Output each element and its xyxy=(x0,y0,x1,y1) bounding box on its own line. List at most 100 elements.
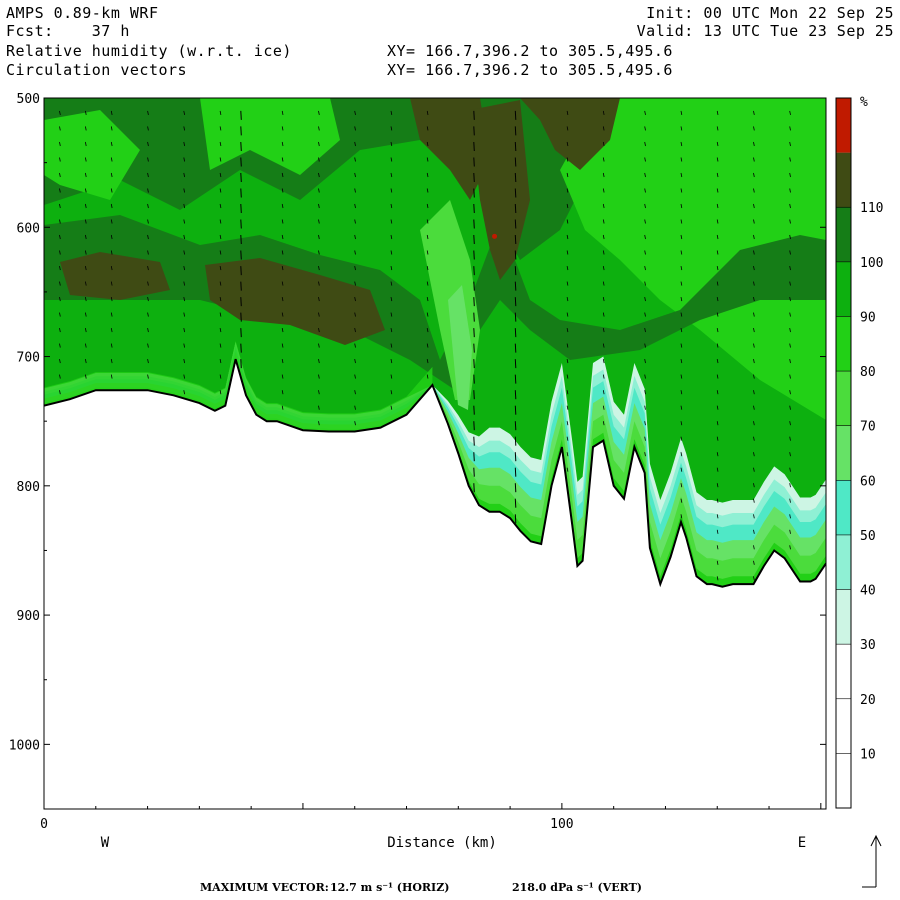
vector-arrow xyxy=(566,281,569,286)
vector-arrow xyxy=(680,452,683,457)
vector-arrow xyxy=(566,359,569,364)
colorbar-segment xyxy=(836,589,851,645)
vector-arrow xyxy=(59,390,61,395)
vector-arrow xyxy=(644,343,646,348)
vector-arrow xyxy=(789,157,791,162)
vector-arrow xyxy=(566,297,569,302)
vector-arrow xyxy=(110,374,113,379)
vector-arrow xyxy=(318,234,320,240)
max-vector-vert: 218.0 dPa s⁻¹ (VERT) xyxy=(512,881,643,894)
vector-arrow xyxy=(240,281,242,291)
vector-arrow xyxy=(110,234,113,240)
vector-arrow xyxy=(240,157,242,167)
vector-arrow xyxy=(716,172,719,178)
colorbar-segment xyxy=(836,425,851,481)
vector-arrow xyxy=(110,343,113,348)
vector-arrow xyxy=(59,234,61,240)
vector-arrow xyxy=(680,312,683,317)
vector-arrow xyxy=(426,359,429,364)
vector-arrow xyxy=(789,281,791,286)
vector-arrow xyxy=(219,219,222,224)
vector-arrow xyxy=(318,188,320,193)
vector-arrow xyxy=(680,436,683,441)
vector-arrow xyxy=(602,421,605,426)
colorbar-label: 20 xyxy=(860,693,876,708)
vector-arrow xyxy=(644,405,646,410)
vector-arrow xyxy=(183,297,185,302)
rh-mid-band-100 xyxy=(44,215,826,390)
model-title: AMPS 0.89-km WRF xyxy=(6,4,159,22)
vector-arrow xyxy=(789,452,791,457)
vector-arrow xyxy=(644,219,646,224)
vector-arrow xyxy=(354,266,356,271)
vector-arrow xyxy=(680,297,683,302)
colorbar-segment xyxy=(836,316,851,372)
vector-arrow xyxy=(716,545,719,550)
vector-arrow xyxy=(59,157,61,162)
vector-arrow xyxy=(240,266,242,276)
vector-arrow xyxy=(473,219,475,229)
field-name-primary: Relative humidity (w.r.t. ice) xyxy=(6,42,292,60)
vector-arrow xyxy=(644,250,646,255)
vector-arrow xyxy=(240,343,242,353)
vector-arrow xyxy=(680,157,683,162)
vector-arrow xyxy=(753,126,755,131)
colorbar-segment xyxy=(836,480,851,535)
vector-arrow xyxy=(281,312,284,317)
vector-arrow xyxy=(680,219,683,224)
vector-arrow xyxy=(716,514,719,519)
field-name-secondary: Circulation vectors xyxy=(6,61,188,79)
vector-arrow xyxy=(644,374,646,379)
vector-arrow xyxy=(680,172,683,178)
vector-arrow xyxy=(281,126,284,131)
vector-arrow xyxy=(716,281,719,286)
vector-arrow xyxy=(318,390,320,395)
vector-arrow xyxy=(85,343,87,348)
colorbar-segment xyxy=(836,152,851,208)
vector-arrow xyxy=(219,359,222,364)
vector-arrow xyxy=(473,421,475,431)
vector-arrow xyxy=(59,312,61,317)
vector-arrow xyxy=(680,514,683,519)
vector-arrow xyxy=(566,328,569,333)
vector-arrow xyxy=(281,359,284,364)
vector-arrow xyxy=(602,188,605,193)
vector-arrow xyxy=(644,141,646,147)
vector-arrow xyxy=(390,126,393,131)
vector-arrow xyxy=(716,203,719,209)
vector-arrow xyxy=(354,250,356,255)
vector-arrow xyxy=(716,483,719,488)
vector-arrow xyxy=(390,141,393,147)
vector-arrow xyxy=(147,328,149,333)
vector-arrow xyxy=(644,157,646,162)
vector-arrow xyxy=(390,405,393,410)
vector-arrow xyxy=(789,297,791,302)
vector-arrow xyxy=(753,312,755,317)
vector-arrow xyxy=(219,266,222,271)
vector-arrow xyxy=(240,141,242,152)
vector-arrow xyxy=(789,203,791,209)
vector-arrow xyxy=(183,266,185,271)
vector-arrow xyxy=(59,374,61,379)
vector-arrow xyxy=(147,203,149,209)
vector-arrow xyxy=(566,374,569,379)
vector-arrow xyxy=(753,219,755,224)
vector-arrow xyxy=(716,141,719,147)
vector-arrow xyxy=(110,219,113,224)
vector-arrow xyxy=(85,281,87,286)
plot-frame xyxy=(43,97,827,810)
vector-arrow xyxy=(110,266,113,271)
vector-arrow xyxy=(644,188,646,193)
xy-range-2: XY= 166.7,396.2 to 305.5,495.6 xyxy=(387,61,673,79)
vector-arrow xyxy=(753,343,755,348)
vector-arrow xyxy=(644,203,646,209)
vector-arrow xyxy=(473,405,475,415)
vector-arrow xyxy=(789,529,791,534)
vector-arrow xyxy=(753,390,755,395)
rh-tongue-80 xyxy=(560,98,826,420)
vector-arrow xyxy=(680,359,683,364)
vector-arrow xyxy=(602,266,605,271)
vector-arrow xyxy=(318,110,320,115)
vector-arrow xyxy=(318,266,320,271)
vector-arrow xyxy=(183,328,185,333)
